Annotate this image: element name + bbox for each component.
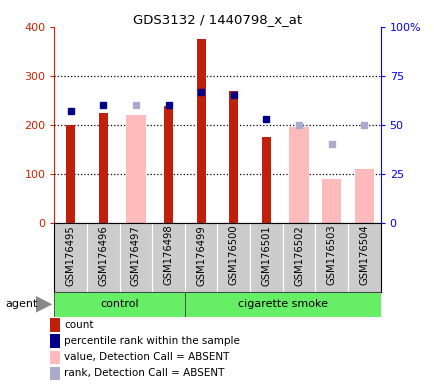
Text: GSM176498: GSM176498 [163,225,173,285]
Text: GDS3132 / 1440798_x_at: GDS3132 / 1440798_x_at [133,13,301,26]
Bar [164,106,173,223]
Bar [196,39,205,223]
Text: GSM176495: GSM176495 [66,225,76,286]
Polygon shape [36,296,52,313]
Text: cigarette smoke: cigarette smoke [237,299,327,310]
Text: GSM176501: GSM176501 [261,225,271,286]
Text: GSM176503: GSM176503 [326,225,336,285]
Bar [54,292,184,317]
Bar [99,113,108,223]
Text: value, Detection Call = ABSENT: value, Detection Call = ABSENT [64,352,229,362]
Text: GSM176502: GSM176502 [293,225,303,286]
Text: GSM176496: GSM176496 [98,225,108,286]
Text: GSM176500: GSM176500 [228,225,238,285]
Bar [354,169,373,223]
Bar [289,127,308,223]
Text: control: control [100,299,138,310]
Text: GSM176497: GSM176497 [131,225,141,286]
Text: rank, Detection Call = ABSENT: rank, Detection Call = ABSENT [64,368,224,379]
Bar [229,91,238,223]
Text: percentile rank within the sample: percentile rank within the sample [64,336,240,346]
Text: GSM176499: GSM176499 [196,225,206,286]
Text: agent: agent [6,299,38,310]
Text: count: count [64,320,94,330]
Bar [126,115,145,223]
Bar [261,137,270,223]
Bar [321,179,341,223]
Bar [66,125,75,223]
Bar [184,292,380,317]
Text: GSM176504: GSM176504 [358,225,368,285]
